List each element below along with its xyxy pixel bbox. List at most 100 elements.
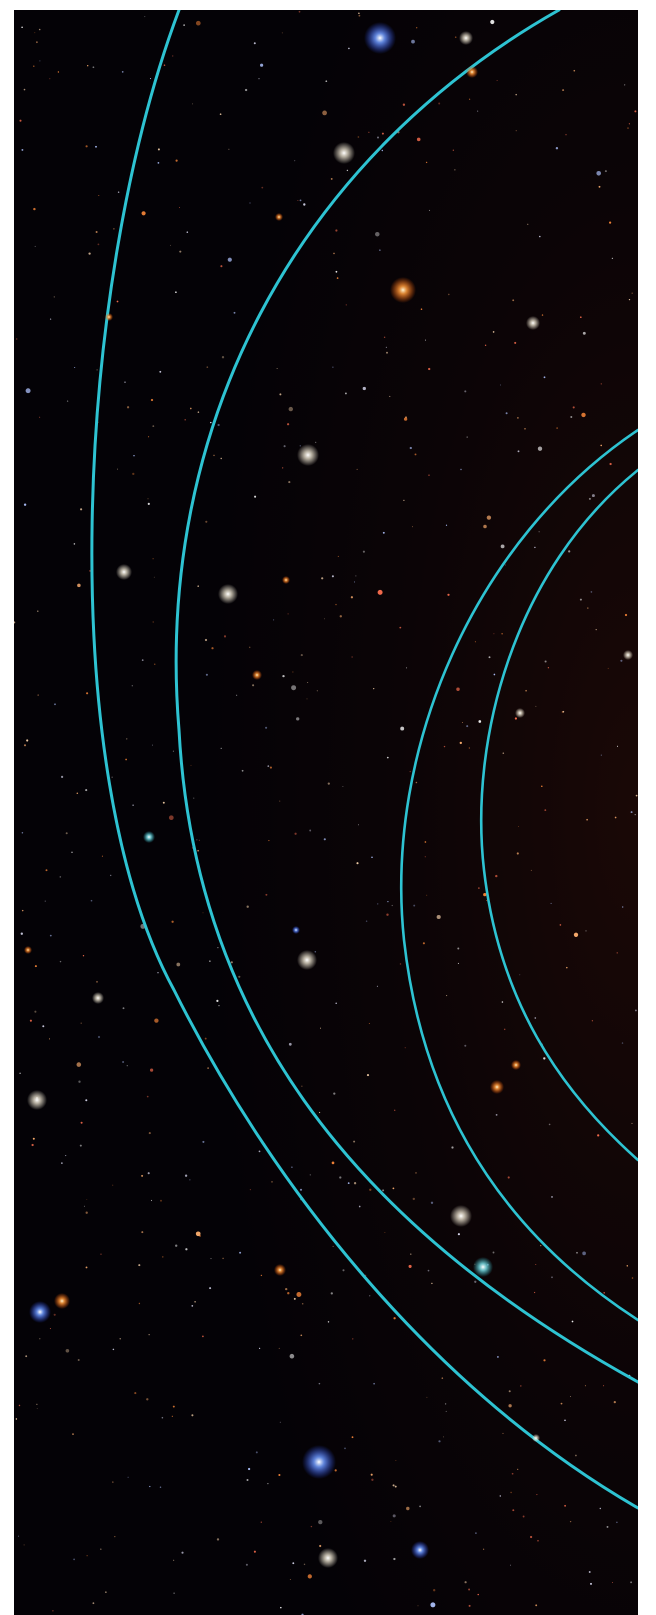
- faint-star: [616, 745, 619, 747]
- faint-star: [211, 647, 214, 650]
- faint-star: [422, 942, 425, 945]
- faint-star: [276, 368, 278, 370]
- faint-star: [382, 1189, 385, 1192]
- faint-star: [620, 659, 623, 662]
- faint-star: [500, 384, 501, 386]
- faint-star: [333, 1092, 336, 1095]
- faint-star: [319, 1111, 321, 1114]
- faint-star: [348, 47, 350, 50]
- faint-star: [178, 206, 181, 209]
- faint-star: [412, 526, 413, 528]
- faint-star: [185, 1248, 188, 1251]
- faint-star: [384, 1231, 386, 1233]
- faint-star: [518, 826, 520, 828]
- faint-star: [631, 292, 633, 294]
- faint-star: [411, 39, 415, 44]
- faint-star: [584, 1385, 586, 1387]
- faint-star: [278, 1347, 280, 1349]
- faint-star: [424, 841, 427, 843]
- faint-star: [245, 1563, 248, 1566]
- faint-star: [148, 1132, 151, 1135]
- faint-star: [381, 132, 384, 135]
- faint-star: [271, 1181, 273, 1183]
- faint-star: [117, 468, 118, 470]
- faint-star: [206, 366, 209, 368]
- star-orange: [282, 576, 290, 584]
- faint-star: [238, 975, 241, 978]
- faint-star: [544, 660, 547, 663]
- faint-star: [538, 531, 540, 533]
- faint-star: [565, 133, 567, 136]
- faint-star: [400, 726, 405, 731]
- faint-star: [45, 869, 48, 872]
- faint-star: [478, 720, 482, 723]
- faint-star: [260, 1274, 263, 1277]
- faint-star: [613, 1400, 616, 1404]
- faint-star: [417, 1605, 419, 1607]
- faint-star: [49, 1328, 51, 1330]
- faint-star: [318, 1382, 321, 1385]
- star-blue: [29, 1301, 51, 1323]
- faint-star: [371, 856, 373, 859]
- faint-star: [393, 1557, 396, 1561]
- faint-star: [447, 593, 450, 596]
- faint-star: [152, 558, 154, 560]
- star-white: [515, 708, 525, 718]
- faint-star: [76, 792, 79, 795]
- faint-star: [362, 386, 366, 391]
- faint-star: [87, 65, 89, 67]
- faint-star: [331, 1161, 335, 1165]
- star-cyan: [473, 1257, 493, 1277]
- faint-star: [209, 1287, 212, 1290]
- faint-star: [496, 80, 498, 81]
- faint-star: [59, 876, 62, 878]
- faint-star: [160, 1199, 162, 1202]
- faint-star: [475, 1532, 477, 1534]
- faint-star: [53, 296, 55, 298]
- faint-star: [289, 1578, 291, 1581]
- faint-star: [283, 445, 286, 448]
- faint-star: [356, 862, 359, 865]
- faint-star: [85, 1266, 88, 1269]
- faint-star: [609, 221, 612, 224]
- faint-star: [23, 744, 27, 747]
- faint-star: [260, 63, 264, 67]
- orbit-arc-second: [174, 10, 638, 1384]
- faint-star: [241, 769, 244, 772]
- faint-star: [33, 207, 36, 211]
- faint-star: [80, 1121, 83, 1124]
- faint-star: [569, 1520, 572, 1523]
- faint-star: [303, 203, 306, 206]
- faint-star: [330, 1292, 333, 1295]
- faint-star: [220, 747, 222, 750]
- faint-star: [316, 690, 318, 692]
- faint-star: [29, 1019, 32, 1022]
- faint-star: [252, 684, 255, 687]
- faint-star: [36, 1403, 38, 1405]
- faint-star: [124, 381, 126, 384]
- faint-star: [301, 1085, 303, 1087]
- faint-star: [148, 436, 150, 438]
- star-blue: [364, 22, 396, 54]
- faint-star: [427, 1269, 430, 1272]
- faint-star: [25, 1355, 28, 1358]
- faint-star: [82, 955, 85, 957]
- faint-star: [575, 1454, 577, 1457]
- faint-star: [353, 581, 356, 583]
- faint-star: [573, 69, 576, 72]
- faint-star: [132, 472, 135, 476]
- faint-star: [635, 794, 638, 797]
- faint-star: [154, 663, 156, 665]
- faint-star: [368, 1023, 370, 1024]
- faint-star: [281, 32, 283, 34]
- faint-star: [318, 1519, 323, 1525]
- faint-star: [533, 1291, 536, 1294]
- faint-star: [535, 705, 537, 707]
- faint-star: [576, 1251, 578, 1254]
- faint-star: [227, 257, 232, 262]
- faint-star: [159, 1486, 162, 1488]
- faint-star: [294, 832, 297, 835]
- faint-star: [382, 531, 385, 534]
- faint-star: [26, 739, 29, 742]
- faint-star: [495, 1113, 498, 1116]
